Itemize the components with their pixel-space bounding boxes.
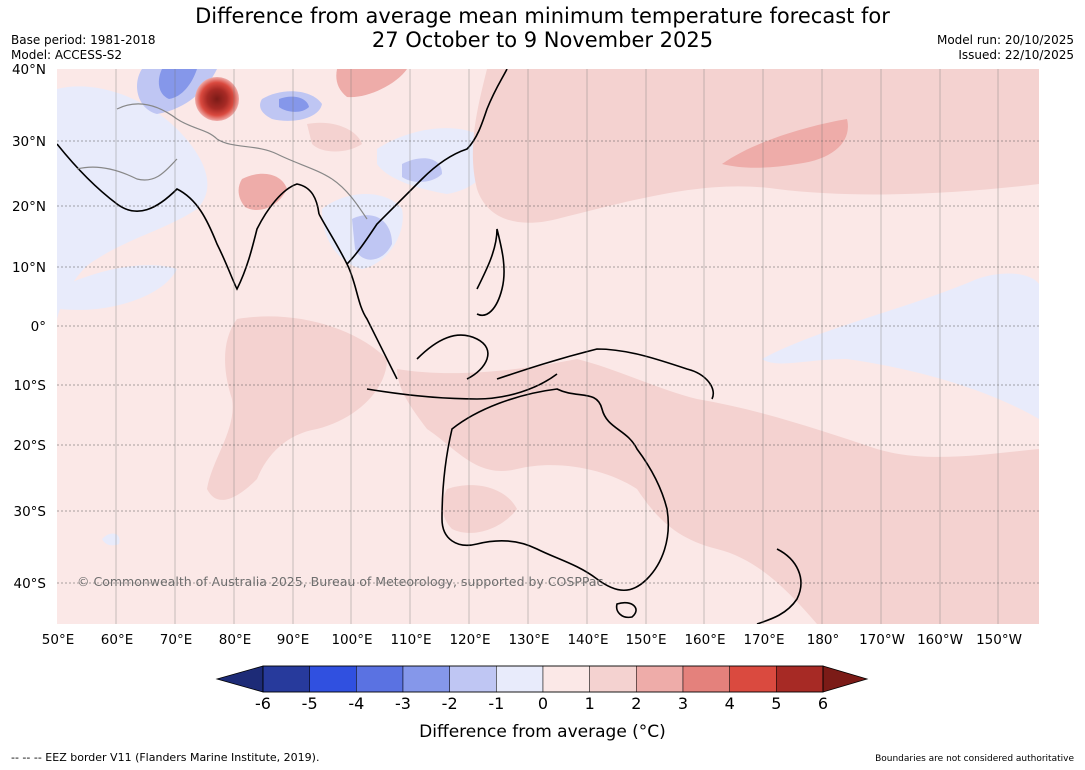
- colorbar-swatch: [636, 665, 684, 693]
- lat-label-20n: 20°N: [11, 199, 46, 215]
- colorbar-tick-label: -5: [301, 694, 318, 713]
- lon-label-80e: 80°E: [218, 632, 252, 648]
- colorbar-swatch: [729, 665, 777, 693]
- land-outlines: [57, 69, 802, 624]
- chart-title: Difference from average mean minimum tem…: [0, 4, 1085, 52]
- lon-label-150w: 150°W: [976, 632, 1022, 648]
- colorbar-swatch: [776, 665, 824, 693]
- lon-label-100e: 100°E: [331, 632, 373, 648]
- colorbar-label: Difference from average (°C): [419, 722, 666, 742]
- colorbar-swatch: [682, 665, 730, 693]
- lat-label-40s: 40°S: [13, 576, 47, 592]
- colorbar-tick-label: 3: [677, 694, 689, 713]
- lon-label-160e: 160°E: [684, 632, 726, 648]
- colorbar-tick-label: 4: [724, 694, 735, 713]
- colorbar-swatch: [309, 665, 357, 693]
- colorbar-tick-label: -6: [255, 694, 271, 713]
- colorbar: [215, 665, 869, 693]
- lat-label-equator: 0°: [30, 319, 46, 335]
- boundaries-disclaimer: Boundaries are not considered authoritat…: [875, 754, 1074, 764]
- colorbar-tick-label: 0: [537, 694, 549, 713]
- lon-label-120e: 120°E: [449, 632, 491, 648]
- lat-label-10s: 10°S: [13, 378, 47, 394]
- colorbar-tick-label: -2: [441, 694, 458, 713]
- lat-label-20s: 20°S: [13, 438, 47, 454]
- lon-label-60e: 60°E: [100, 632, 134, 648]
- copyright-notice: © Commonwealth of Australia 2025, Bureau…: [77, 574, 604, 589]
- colorbar-extend-high: [822, 665, 869, 693]
- forecast-map[interactable]: [57, 69, 1039, 624]
- colorbar-frame: [262, 665, 824, 693]
- lat-label-30s: 30°S: [13, 504, 47, 520]
- colorbar-swatch: [356, 665, 404, 693]
- lon-label-110e: 110°E: [390, 632, 432, 648]
- title-line-2: 27 October to 9 November 2025: [371, 28, 714, 52]
- colorbar-swatch: [402, 665, 450, 693]
- base-period: Base period: 1981-2018: [11, 33, 156, 47]
- colorbar-extend-low: [215, 665, 264, 693]
- colorbar-swatch: [589, 665, 637, 693]
- model-run: Model run: 20/10/2025: [936, 33, 1074, 47]
- meta-left: Base period: 1981-2018 Model: ACCESS-S2: [11, 33, 156, 63]
- colorbar-swatch: [449, 665, 497, 693]
- colorbar-tick-label: -4: [348, 694, 365, 713]
- lon-label-180: 180°: [806, 632, 840, 648]
- lon-label-140e: 140°E: [567, 632, 609, 648]
- colorbar-swatch: [542, 665, 590, 693]
- colorbar-tick-label: -1: [488, 694, 505, 713]
- lat-label-40n: 40°N: [11, 62, 46, 78]
- issued-date: Issued: 22/10/2025: [958, 48, 1074, 62]
- country-borders: [76, 103, 368, 220]
- lon-label-50e: 50°E: [41, 632, 75, 648]
- lon-label-170w: 170°W: [859, 632, 905, 648]
- model-name: Model: ACCESS-S2: [11, 48, 123, 62]
- lon-label-160w: 160°W: [917, 632, 963, 648]
- meta-right: Model run: 20/10/2025 Issued: 22/10/2025: [937, 33, 1074, 63]
- colorbar-swatch: [262, 665, 310, 693]
- colorbar-tick-label: 2: [631, 694, 642, 713]
- colorbar-tick-label: -3: [395, 694, 411, 713]
- colorbar-tick-label: 6: [817, 694, 829, 713]
- lat-label-10n: 10°N: [11, 260, 46, 276]
- colorbar-tick-label: 1: [584, 694, 595, 713]
- meridians: [115, 69, 999, 624]
- anomaly-fields: [57, 69, 1039, 624]
- lon-label-130e: 130°E: [508, 632, 550, 648]
- eez-border-note: -- -- -- EEZ border V11 (Flanders Marine…: [11, 751, 320, 764]
- title-line-1: Difference from average mean minimum tem…: [195, 4, 890, 28]
- lat-label-30n: 30°N: [11, 134, 46, 150]
- colorbar-swatch: [496, 665, 544, 693]
- colorbar-tick-label: 5: [771, 694, 782, 713]
- colorbar-swatches: [262, 665, 824, 693]
- lon-label-90e: 90°E: [276, 632, 310, 648]
- lon-label-150e: 150°E: [625, 632, 667, 648]
- lon-label-170e: 170°E: [743, 632, 785, 648]
- lon-label-70e: 70°E: [159, 632, 193, 648]
- warm-anomaly-hotspot: [195, 77, 239, 121]
